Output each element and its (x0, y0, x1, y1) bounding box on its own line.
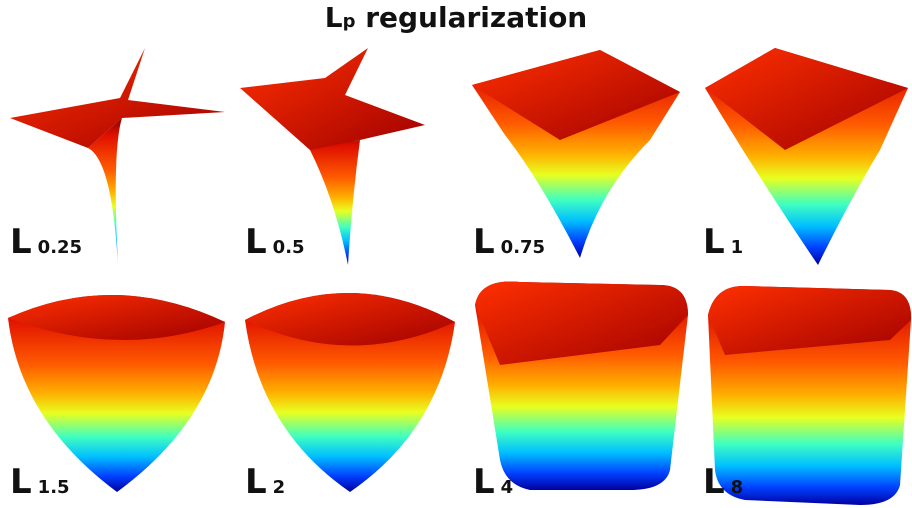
label-letter: L (10, 462, 32, 502)
panel-label: L 1.5 (10, 462, 70, 502)
label-letter: L (473, 222, 495, 262)
panel-label: L 0.25 (10, 222, 82, 262)
label-subscript: 0.5 (273, 237, 305, 258)
surface (475, 281, 688, 490)
figure: Lp regularization L0.25L0.5L0.75L1L1.5L2… (0, 0, 912, 508)
label-subscript: 2 (273, 477, 286, 498)
label-letter: L (10, 222, 32, 262)
title-subscript: p (343, 11, 356, 32)
label-subscript: 1.5 (38, 477, 70, 498)
label-subscript: 0.75 (501, 237, 545, 258)
label-subscript: 4 (501, 477, 514, 498)
title-text: regularization (365, 1, 587, 34)
label-subscript: 0.25 (38, 237, 82, 258)
label-letter: L (245, 462, 267, 502)
title: Lp regularization (0, 0, 912, 40)
label-letter: L (473, 462, 495, 502)
label-letter: L (703, 222, 725, 262)
label-subscript: 1 (731, 237, 744, 258)
label-letter: L (245, 222, 267, 262)
title-base: L (325, 1, 343, 34)
label-subscript: 8 (731, 477, 744, 498)
panel-label: L 0.5 (245, 222, 305, 262)
panel-label: L 0.75 (473, 222, 545, 262)
surfaces (0, 0, 912, 508)
label-letter: L (703, 462, 725, 502)
